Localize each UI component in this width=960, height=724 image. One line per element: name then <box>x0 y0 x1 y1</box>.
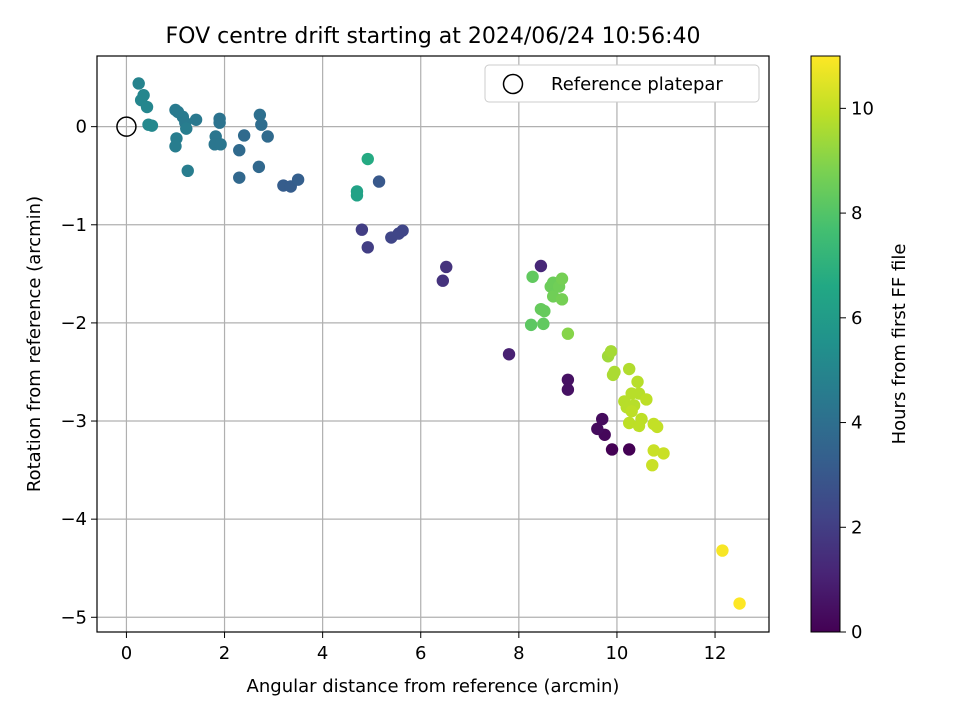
data-point <box>291 173 305 186</box>
colorbar-tick-label: 0 <box>851 622 862 643</box>
legend-open-circle-icon <box>502 73 524 95</box>
reference-platepar-marker <box>116 116 137 137</box>
colorbar-tick-label: 2 <box>851 517 862 538</box>
data-point <box>524 318 538 332</box>
y-axis-ticks: 0 −1 −2 −3 −4 −5 <box>60 117 97 628</box>
data-point <box>625 405 638 418</box>
data-point <box>631 375 644 388</box>
data-point <box>596 412 609 426</box>
data-point <box>436 274 450 287</box>
data-point <box>623 362 636 376</box>
y-tick-label: −5 <box>60 607 87 628</box>
x-tick-label: 6 <box>415 643 426 664</box>
x-axis-ticks: 0 2 4 6 8 10 12 <box>121 632 727 664</box>
data-point <box>350 189 364 202</box>
data-point <box>361 241 374 254</box>
data-point <box>180 122 193 135</box>
legend-label: Reference platepar <box>551 74 723 95</box>
data-point <box>440 260 453 274</box>
data-point <box>555 272 569 285</box>
data-point <box>534 259 548 273</box>
data-point <box>526 270 539 283</box>
data-point <box>657 447 670 460</box>
colorbar-tick-label: 4 <box>851 413 862 434</box>
data-point <box>561 327 575 340</box>
data-point <box>253 108 267 122</box>
data-point <box>189 113 203 126</box>
data-point <box>233 171 246 184</box>
data-point <box>625 387 638 400</box>
data-point <box>640 393 653 406</box>
data-point <box>261 130 274 143</box>
chart-title: FOV centre drift starting at 2024/06/24 … <box>166 24 701 49</box>
data-point <box>372 175 386 188</box>
data-point <box>137 89 150 102</box>
data-point <box>716 544 729 557</box>
y-tick-label: 0 <box>76 117 87 138</box>
y-tick-label: −1 <box>60 215 87 236</box>
colorbar-label: Hours from first FF file <box>889 244 910 445</box>
data-point <box>255 118 268 131</box>
data-point <box>561 373 575 387</box>
data-point <box>733 597 746 610</box>
x-tick-label: 0 <box>121 643 132 664</box>
data-point <box>355 223 369 236</box>
data-point <box>140 100 154 114</box>
data-point <box>561 383 575 396</box>
y-tick-label: −4 <box>60 509 87 530</box>
data-point <box>604 345 618 358</box>
data-point <box>632 419 646 433</box>
data-points <box>116 77 746 610</box>
grid <box>97 56 769 632</box>
data-point <box>181 164 194 178</box>
data-point <box>132 77 145 90</box>
x-tick-label: 10 <box>605 643 628 664</box>
data-point <box>650 420 664 434</box>
data-point <box>233 144 246 157</box>
colorbar-tick-label: 10 <box>851 98 874 119</box>
colorbar: 0 2 4 6 8 10 Hours from first FF file <box>810 55 910 643</box>
data-point <box>646 458 659 472</box>
colorbar-tick-label: 8 <box>851 203 862 224</box>
data-point <box>145 119 159 132</box>
data-point <box>396 224 409 237</box>
data-point <box>605 443 619 456</box>
y-tick-label: −3 <box>60 411 87 432</box>
data-point <box>591 422 604 436</box>
x-tick-label: 8 <box>513 643 524 664</box>
plot-frame <box>96 55 770 633</box>
data-point <box>361 152 374 166</box>
x-tick-label: 12 <box>704 643 727 664</box>
legend: Reference platepar <box>484 64 760 103</box>
data-point <box>608 365 621 379</box>
colorbar-ticks: 0 2 4 6 8 10 <box>840 98 874 643</box>
colorbar-tick-label: 6 <box>851 308 862 329</box>
x-tick-label: 4 <box>317 643 328 664</box>
colorbar-gradient <box>810 55 841 633</box>
data-point <box>537 317 550 331</box>
x-tick-label: 2 <box>219 643 230 664</box>
data-point <box>252 160 266 174</box>
data-point <box>623 443 636 456</box>
data-point <box>213 116 226 129</box>
data-point <box>171 105 185 119</box>
y-axis-label: Rotation from reference (arcmin) <box>24 196 45 492</box>
y-tick-label: −2 <box>60 313 87 334</box>
data-point <box>169 140 182 153</box>
data-point <box>214 138 227 151</box>
data-point <box>502 348 516 361</box>
legend-box <box>484 64 760 103</box>
data-point <box>647 444 660 457</box>
data-point <box>555 293 569 306</box>
data-point <box>237 129 251 142</box>
data-point <box>538 304 551 318</box>
x-axis-label: Angular distance from reference (arcmin) <box>247 676 620 697</box>
data-point <box>623 416 636 430</box>
